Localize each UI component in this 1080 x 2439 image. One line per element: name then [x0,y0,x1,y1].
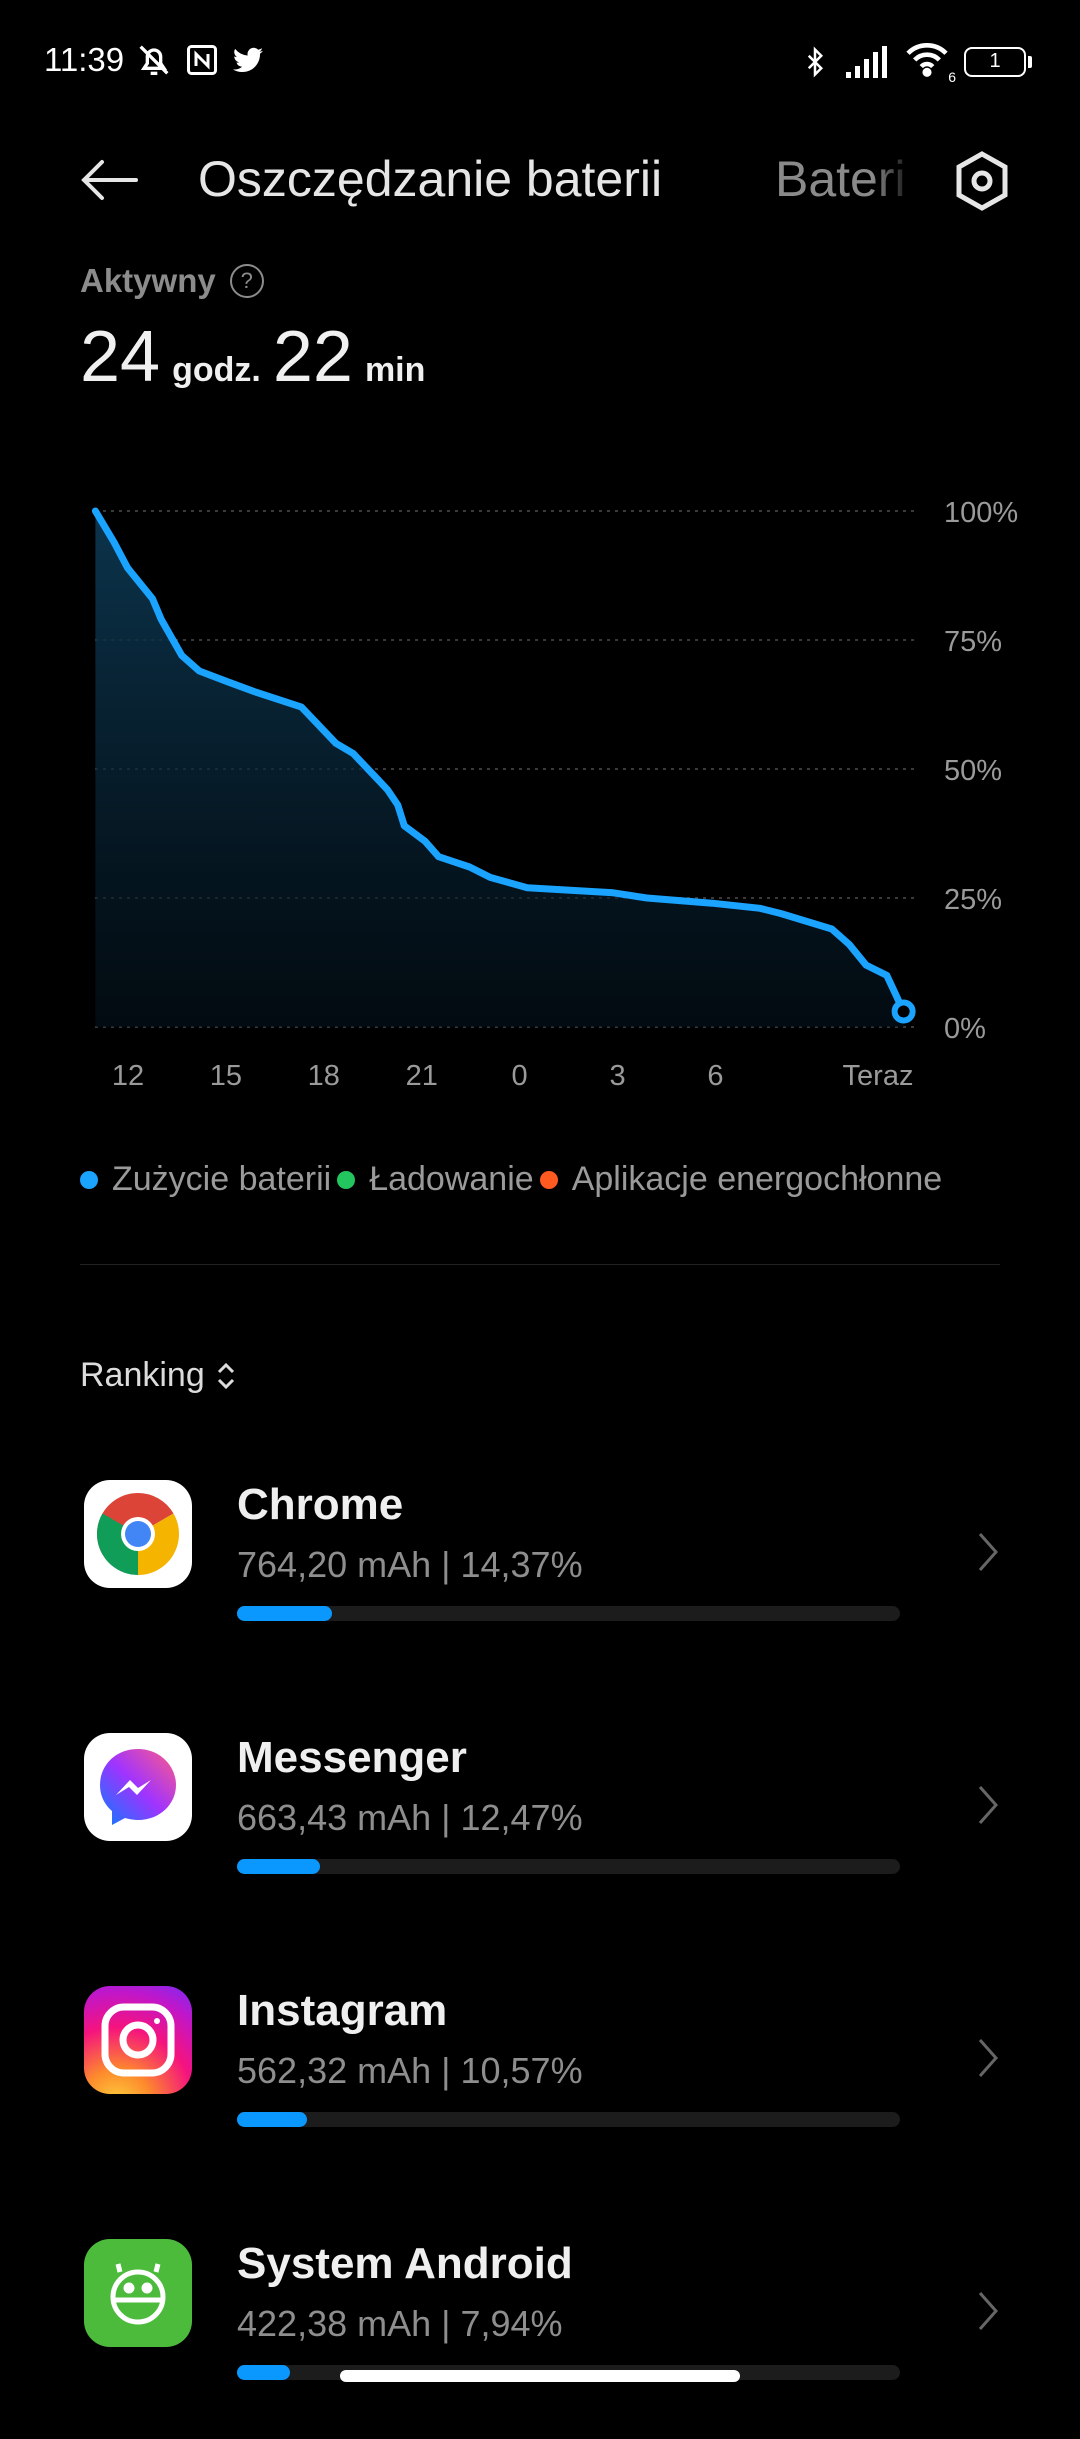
chart-legend: Zużycie baterii Ładowanie Aplikacje ener… [80,1160,942,1199]
wifi-standard-label: 6 [948,69,956,85]
back-button[interactable] [80,158,140,207]
legend-dot [540,1171,558,1189]
hours-unit: godz. [172,351,261,390]
legend-dot [337,1171,355,1189]
twitter-icon [230,42,266,78]
arrow-left-icon [80,158,140,202]
app-name: Instagram [237,1986,447,2036]
status-bar-right: 6 1 [800,40,1032,83]
chrome-icon [84,1480,192,1588]
app-row-messenger[interactable]: Messenger 663,43 mAh | 12,47% [0,1733,1080,1933]
chevron-right-icon [976,2289,1000,2333]
chevron-right-icon [976,1530,1000,1574]
active-label: Aktywny ? [80,262,264,300]
mute-bell-icon [134,40,174,80]
x-tick-label: 21 [406,1060,438,1092]
clock: 11:39 [44,41,124,79]
ranking-label: Ranking [80,1356,205,1395]
messenger-icon [84,1733,192,1841]
legend-label: Aplikacje energochłonne [572,1160,942,1199]
tab-battery-saver[interactable]: Oszczędzanie baterii [198,150,662,208]
x-tick-label: 15 [210,1060,242,1092]
wifi-icon: 6 [904,40,950,83]
active-text: Aktywny [80,262,216,300]
y-tick-label: 50% [944,755,1002,787]
y-tick-label: 100% [944,497,1018,529]
instagram-icon [84,1986,192,2094]
usage-bar-fill [237,1606,332,1621]
app-usage: 562,32 mAh | 10,57% [237,2050,583,2092]
app-name: Chrome [237,1480,403,1530]
app-name: Messenger [237,1733,467,1783]
home-indicator[interactable] [340,2370,740,2382]
app-name: System Android [237,2239,573,2289]
legend-item-usage: Zużycie baterii [80,1160,331,1199]
legend-item-power-hungry: Aplikacje energochłonne [534,1160,942,1199]
usage-bar-fill [237,2112,307,2127]
help-icon[interactable]: ? [230,264,264,298]
android-system-icon [84,2239,192,2347]
y-tick-label: 25% [944,884,1002,916]
nfc-icon [184,42,220,78]
app-usage: 422,38 mAh | 7,94% [237,2303,563,2345]
status-bar-left: 11:39 [44,40,266,80]
active-duration: 24 godz. 22 min [80,316,425,398]
chevron-right-icon [976,1783,1000,1827]
app-row-chrome[interactable]: Chrome 764,20 mAh | 14,37% [0,1480,1080,1680]
x-tick-label: 3 [609,1060,625,1092]
y-tick-label: 75% [944,626,1002,658]
app-row-instagram[interactable]: Instagram 562,32 mAh | 10,57% [0,1986,1080,2186]
x-tick-label: Teraz [843,1060,914,1092]
chevron-right-icon [976,2036,1000,2080]
current-point-marker [895,1003,913,1021]
usage-bar [237,1606,900,1621]
x-tick-label: 6 [707,1060,723,1092]
sort-chevrons-icon [215,1360,237,1392]
battery-chart: 100% 75% 50% 25% 0% 12 15 18 21 0 3 6 Teraz [0,480,1080,1120]
usage-bar-fill [237,1859,320,1874]
ranking-sort-button[interactable]: Ranking [80,1356,237,1395]
legend-dot [80,1171,98,1189]
x-tick-label: 0 [512,1060,528,1092]
usage-bar [237,2112,900,2127]
app-row-system-android[interactable]: System Android 422,38 mAh | 7,94% [0,2239,1080,2439]
app-usage: 663,43 mAh | 12,47% [237,1797,583,1839]
signal-icon [844,44,890,80]
y-tick-label: 0% [944,1013,986,1045]
x-tick-label: 12 [112,1060,144,1092]
usage-bar [237,1859,900,1874]
x-tick-label: 18 [308,1060,340,1092]
battery-icon: 1 [964,47,1032,77]
hours-value: 24 [80,316,160,398]
legend-item-charging: Ładowanie [331,1160,533,1199]
legend-label: Ładowanie [369,1160,533,1199]
divider [80,1264,1000,1265]
minutes-value: 22 [273,316,353,398]
battery-area [95,511,903,1027]
bluetooth-icon [800,42,830,82]
app-usage: 764,20 mAh | 14,37% [237,1544,583,1586]
settings-button[interactable] [952,150,1012,217]
gear-hexagon-icon [952,150,1012,212]
tab-battery[interactable]: Bateri [775,150,915,208]
legend-label: Zużycie baterii [112,1160,331,1199]
usage-bar-fill [237,2365,290,2380]
battery-level: 1 [964,47,1026,77]
minutes-unit: min [365,351,425,390]
